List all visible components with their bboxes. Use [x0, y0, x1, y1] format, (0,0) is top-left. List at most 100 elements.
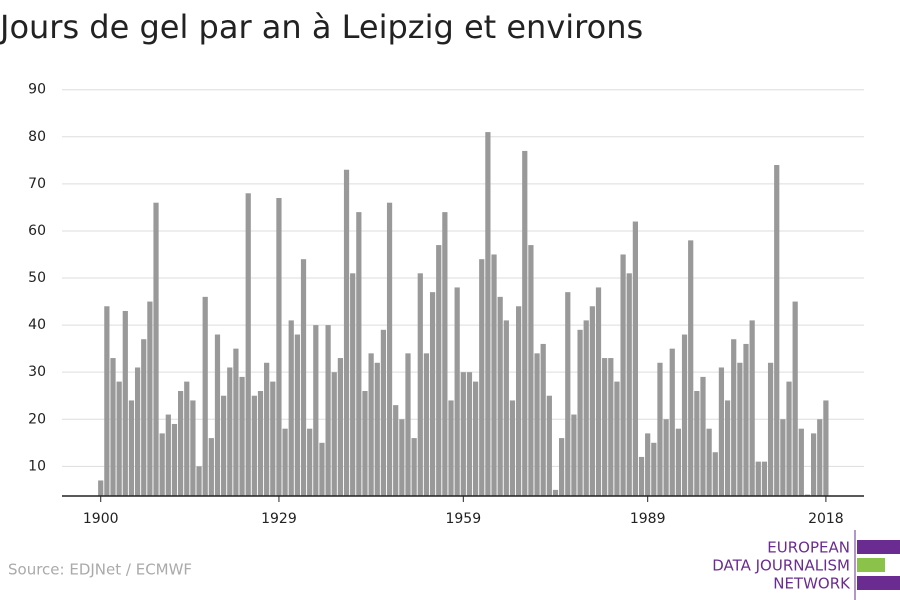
- bar: [356, 212, 362, 496]
- bar: [208, 438, 214, 496]
- bar: [534, 353, 540, 496]
- bar: [411, 438, 417, 496]
- bar: [380, 329, 387, 496]
- bar: [350, 273, 356, 496]
- bar: [466, 372, 473, 496]
- bar: [675, 428, 682, 496]
- bar: [104, 306, 110, 496]
- bar: [657, 362, 663, 496]
- bar: [165, 414, 171, 496]
- y-tick-label: 80: [28, 129, 46, 145]
- x-tick-label: 1929: [261, 511, 297, 527]
- bar: [608, 358, 614, 496]
- bar: [737, 362, 743, 496]
- chart-title: Jours de gel par an à Leipzig et environ…: [0, 8, 643, 46]
- source: Source: EDJNet / ECMWF: [8, 561, 192, 579]
- y-tick-label: 70: [28, 176, 46, 192]
- bar: [546, 395, 552, 496]
- bar: [134, 367, 141, 496]
- bar: [602, 358, 608, 496]
- bar: [282, 428, 288, 496]
- bar: [251, 395, 257, 496]
- bar: [221, 395, 227, 496]
- bar: [147, 301, 153, 496]
- bar: [110, 358, 116, 496]
- bar: [491, 254, 497, 496]
- bar: [393, 405, 399, 496]
- bar: [417, 273, 423, 496]
- bar: [718, 367, 725, 496]
- y-tick-label: 60: [28, 223, 46, 239]
- bar: [583, 320, 589, 496]
- bar: [214, 334, 221, 496]
- bar: [774, 165, 780, 496]
- bar: [368, 353, 374, 496]
- bar: [565, 292, 571, 496]
- bar: [485, 132, 491, 496]
- bar: [497, 296, 503, 496]
- bar: [669, 348, 675, 496]
- bar: [595, 287, 602, 496]
- bar: [319, 442, 325, 496]
- bar: [325, 325, 331, 496]
- bar: [712, 452, 718, 496]
- bar: [294, 334, 300, 496]
- bar: [706, 428, 712, 496]
- bar: [792, 301, 798, 496]
- bar: [755, 461, 761, 496]
- logo-text: EUROPEAN: [767, 539, 850, 557]
- bar: [257, 391, 264, 496]
- bar: [694, 391, 700, 496]
- bar: [503, 320, 509, 496]
- bar: [442, 212, 448, 496]
- logo-bar: [857, 576, 900, 590]
- bar: [429, 292, 436, 496]
- bar: [184, 381, 190, 496]
- bar: [122, 310, 128, 496]
- bar: [798, 428, 804, 496]
- bar: [626, 273, 632, 496]
- bar: [337, 358, 344, 496]
- bar: [571, 414, 577, 496]
- bar: [245, 193, 251, 496]
- bar: [528, 245, 534, 496]
- x-tick-label: 1959: [445, 511, 481, 527]
- bar: [399, 419, 405, 496]
- bar: [177, 391, 184, 496]
- bar: [749, 320, 755, 496]
- bar: [313, 325, 319, 496]
- bar: [331, 372, 337, 496]
- bar: [743, 343, 749, 496]
- bar: [270, 381, 276, 496]
- bar: [823, 400, 829, 496]
- bar: [761, 461, 768, 496]
- y-tick-label: 40: [28, 317, 46, 333]
- bar: [374, 362, 380, 496]
- x-tick-label: 2018: [808, 511, 844, 527]
- bar: [681, 334, 688, 496]
- bar: [264, 362, 270, 496]
- bar: [239, 376, 245, 496]
- bar: [128, 400, 135, 496]
- bar: [423, 353, 430, 496]
- bar: [472, 381, 479, 496]
- bar: [436, 245, 442, 496]
- bar: [731, 339, 737, 496]
- y-tick-label: 30: [28, 364, 46, 380]
- bar: [522, 150, 528, 497]
- y-tick-label: 10: [28, 458, 46, 474]
- bar: [196, 466, 202, 496]
- logo-bar: [857, 558, 885, 572]
- bar: [343, 169, 350, 497]
- bar: [632, 221, 638, 496]
- bar: [276, 197, 282, 496]
- bar: [300, 259, 307, 496]
- bar: [540, 343, 546, 496]
- bar: [620, 254, 626, 496]
- logo-text: DATA JOURNALISM: [712, 557, 850, 575]
- bar: [577, 329, 583, 496]
- bar: [614, 381, 620, 496]
- bar: [202, 296, 208, 496]
- logo-text: NETWORK: [773, 575, 851, 593]
